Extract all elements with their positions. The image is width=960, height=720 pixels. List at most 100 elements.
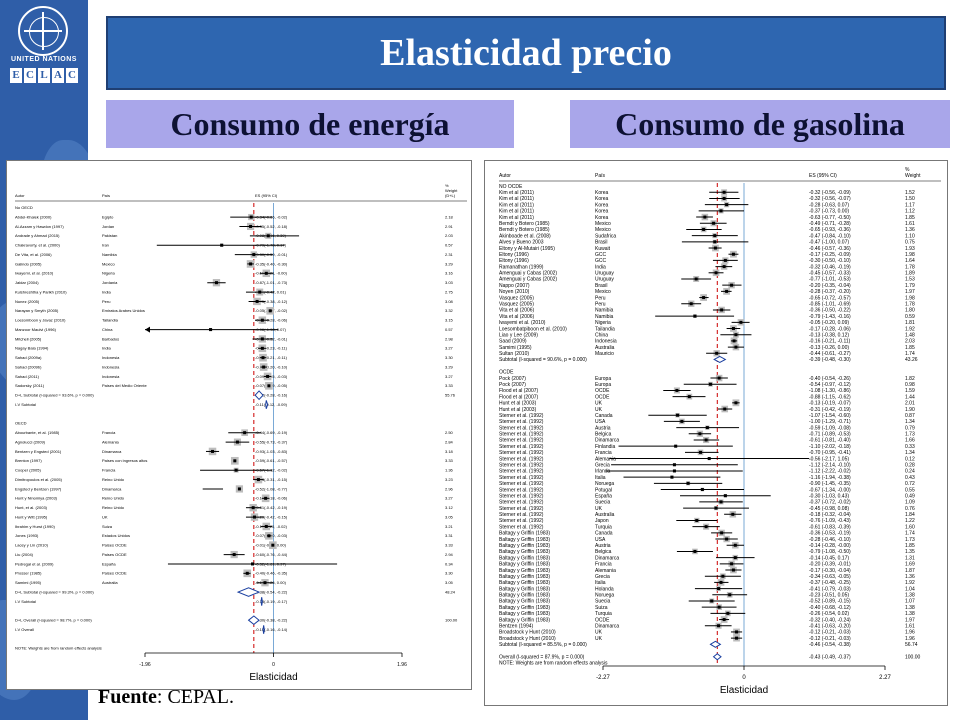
point-estimate <box>249 262 253 266</box>
study-weight: 3.15 <box>445 318 454 323</box>
study-author: Abdel-Khalek (2000) <box>15 214 52 219</box>
study-author: Eltony (1996) <box>499 258 529 264</box>
study-author: Sterner et al. (1992) <box>499 487 544 493</box>
study-weight: 0.12 <box>905 456 915 462</box>
study-es-text: -0.45 (-0.98, 0.08) <box>809 506 849 512</box>
study-author: Abourbante, et al. (1985) <box>15 430 60 435</box>
study-weight: 2.50 <box>445 430 454 435</box>
study-weight: 3.21 <box>445 524 454 529</box>
study-weight: 1.85 <box>905 345 915 351</box>
study-country: Australia <box>595 345 615 351</box>
study-author: Nunez (2005) <box>15 299 40 304</box>
study-country: Jordania <box>102 280 118 285</box>
study-country: Estados Unidos <box>102 533 130 538</box>
point-estimate <box>243 431 247 435</box>
study-author: Liu (2004) <box>15 552 34 557</box>
study-es-text: -0.67 (-1.34, -0.00) <box>809 487 851 493</box>
study-country: Mexico <box>102 261 115 266</box>
point-estimate <box>714 271 718 275</box>
study-country: Peru <box>102 299 110 304</box>
study-weight: 1.59 <box>905 388 915 394</box>
study-author: Sterner et al. (1992) <box>499 481 544 487</box>
study-author: Samimi (1995) <box>15 580 42 585</box>
study-weight: 1.60 <box>905 524 915 530</box>
study-country: UK <box>595 401 603 407</box>
study-author: Broadstock y Hunt (2010) <box>499 630 556 636</box>
study-author: De Vita, et al. (2006) <box>15 252 52 257</box>
study-weight: 3.33 <box>445 458 454 463</box>
study-country: Austria <box>595 543 611 549</box>
study-es-text: -0.44 (-0.61, -0.27) <box>809 351 851 357</box>
study-es-text: -0.88 (-1.15, -0.62) <box>809 394 851 400</box>
study-weight: 3.32 <box>445 308 454 313</box>
point-estimate <box>700 488 704 492</box>
study-country: Uruguay <box>595 277 614 283</box>
study-country: Mexico <box>595 227 611 233</box>
study-es-text: -1.12 (-2.14, -0.10) <box>809 463 851 469</box>
study-es-text: -1.00 (-1.29, -0.71) <box>809 419 851 425</box>
study-es-text: -0.46 (-0.54, -0.38) <box>809 642 851 648</box>
study-author: Baltagy y Griffin (1983) <box>499 568 550 574</box>
study-author: Iwayemi et al. (2010) <box>499 320 546 326</box>
slide-title: Elasticidad precio <box>380 32 672 74</box>
point-estimate <box>734 333 738 337</box>
study-weight: 1.85 <box>905 543 915 549</box>
study-es-text: -0.16(-0.21, -0.11) <box>255 355 288 360</box>
study-weight: 1.87 <box>905 568 915 574</box>
study-weight: 43.26 <box>905 357 918 363</box>
study-es-text: -0.17 (-0.25, -0.09) <box>809 252 851 258</box>
study-es-text: -0.36 (-0.50, -0.22) <box>809 308 851 314</box>
point-estimate <box>249 215 253 219</box>
study-author: Loesombatpiboon et al. (2010) <box>499 326 567 332</box>
study-weight: 1.34 <box>905 419 915 425</box>
point-estimate <box>251 562 255 566</box>
study-author: Flood et al (2007) <box>499 394 539 400</box>
study-weight: 3.05 <box>445 514 454 519</box>
study-country: Mauricio <box>595 351 614 357</box>
study-weight: 100.00 <box>445 618 458 623</box>
study-weight: 1.35 <box>905 549 915 555</box>
study-es-text: -0.76 (-1.09, -0.43) <box>809 518 851 524</box>
point-estimate <box>703 215 707 219</box>
study-es-text: -0.71 (-0.89, -0.53) <box>809 432 851 438</box>
study-es-text: -1.12 (-2.22, -0.02) <box>809 469 851 475</box>
study-weight: 1.96 <box>905 636 915 642</box>
study-author: Broadstock y Hunt (2010) <box>499 636 556 642</box>
point-estimate <box>699 450 703 454</box>
study-author: Liao y Lee (2009) <box>499 332 538 338</box>
study-weight: 0.24 <box>905 469 915 475</box>
point-estimate <box>713 240 717 244</box>
point-estimate <box>256 478 260 482</box>
study-weight: 1.97 <box>905 289 915 295</box>
study-country: Turquia <box>595 611 612 617</box>
study-country: Japon <box>595 518 609 524</box>
study-country: Dinamarca <box>102 486 122 491</box>
study-country: Suiza <box>595 605 608 611</box>
study-es-text: -0.32 (-0.56, -0.07) <box>809 196 851 202</box>
subtitle-energy: Consumo de energía <box>106 100 514 148</box>
study-author: Prosser (1985) <box>15 571 42 576</box>
study-country: OCDE <box>595 394 610 400</box>
point-estimate <box>209 328 213 332</box>
study-es-text: -0.63 (-0.77, -0.50) <box>809 215 851 221</box>
study-country: Grecia <box>595 574 610 580</box>
study-weight: 3.29 <box>445 261 454 266</box>
study-country: Pakistan <box>102 233 117 238</box>
group-label: OECD <box>15 421 27 426</box>
point-estimate <box>722 190 726 194</box>
study-es-text: -0.29(-0.42, -0.15) <box>255 514 288 519</box>
study-country: Indonesia <box>102 355 120 360</box>
study-weight: 0.75 <box>905 240 915 246</box>
study-weight: 3.27 <box>445 374 454 379</box>
point-estimate <box>237 487 241 491</box>
study-weight: 1.78 <box>905 302 915 308</box>
study-author: Baltagy y Griffin (1983) <box>499 549 550 555</box>
study-author: Hunt et al (2003) <box>499 401 537 407</box>
study-author: Sterner et al. (1992) <box>499 475 544 481</box>
point-estimate <box>731 327 735 331</box>
study-weight: 3.27 <box>445 496 454 501</box>
study-author: Baltagy y Griffin (1983) <box>499 537 550 543</box>
study-author: Baltagy y Griffin (1983) <box>499 531 550 537</box>
study-weight: 1.98 <box>905 295 915 301</box>
study-es-text: -0.05 (-0.20, 0.09) <box>809 320 849 326</box>
